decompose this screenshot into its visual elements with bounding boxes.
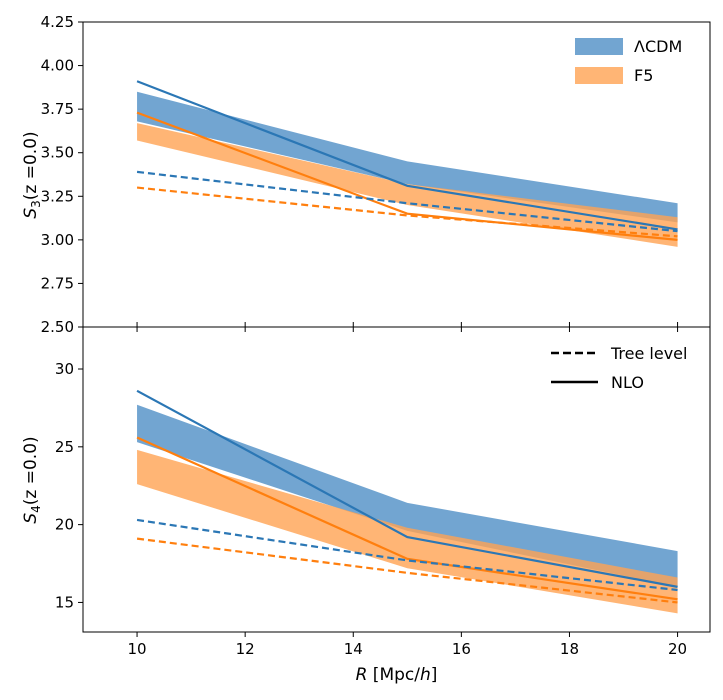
y-tick-label: 4.00 xyxy=(41,57,74,75)
y-tick-label: 3.50 xyxy=(41,144,74,162)
legend-swatch xyxy=(575,38,623,55)
x-tick-label: 14 xyxy=(344,640,363,658)
band-f5 xyxy=(137,449,678,614)
x-tick-label: 10 xyxy=(128,640,147,658)
plot-frame xyxy=(82,326,711,633)
band-lcdm xyxy=(137,91,678,223)
legend-models: ΛCDM F5 xyxy=(575,37,682,85)
line-lcdm-tree xyxy=(136,170,678,233)
legend-swatch xyxy=(575,67,623,84)
line-lcdm-nlo xyxy=(136,80,678,231)
line-lcdm-nlo xyxy=(136,389,678,588)
band-lcdm xyxy=(137,404,678,587)
legend-styles: Tree level NLO xyxy=(551,344,687,392)
legend-label: F5 xyxy=(634,66,653,85)
y-tick-label: 3.00 xyxy=(41,231,74,249)
y-tick-label: 30 xyxy=(55,360,74,378)
line-f5-tree xyxy=(136,186,678,238)
y-tick-label: 4.25 xyxy=(41,13,74,31)
panel-top: 2.50 2.75 3.00 3.25 3.50 3.75 4.00 4.25 S3(z =0.… xyxy=(21,13,711,336)
y-tick-label: 2.75 xyxy=(41,274,74,292)
line-f5-tree xyxy=(136,537,678,604)
legend-label: Tree level xyxy=(610,344,687,363)
legend-label: NLO xyxy=(611,373,644,392)
x-axis-label: R [Mpc/h] xyxy=(356,665,438,685)
y-tick-label: 2.50 xyxy=(41,318,74,336)
panel-bottom: 15 20 25 30 S4(z =0.0) Tree level NLO 10 12 14 16 1… xyxy=(21,326,711,685)
y-axis-label: S3(z =0.0) xyxy=(21,131,43,218)
y-axis-label: S4(z =0.0) xyxy=(21,436,43,523)
x-tick-label: 12 xyxy=(236,640,255,658)
x-tick-label: 18 xyxy=(560,640,579,658)
line-lcdm-tree xyxy=(136,518,678,592)
y-tick-label: 15 xyxy=(55,593,74,611)
x-tick-label: 16 xyxy=(452,640,471,658)
line-f5-nlo xyxy=(136,436,678,601)
y-tick-label: 3.25 xyxy=(41,187,74,205)
y-tick-label: 3.75 xyxy=(41,100,74,118)
line-f5-nlo xyxy=(136,111,678,241)
y-tick-label: 25 xyxy=(55,438,74,456)
legend-label: ΛCDM xyxy=(634,37,682,56)
y-tick-label: 20 xyxy=(55,516,74,534)
x-tick-label: 20 xyxy=(668,640,687,658)
